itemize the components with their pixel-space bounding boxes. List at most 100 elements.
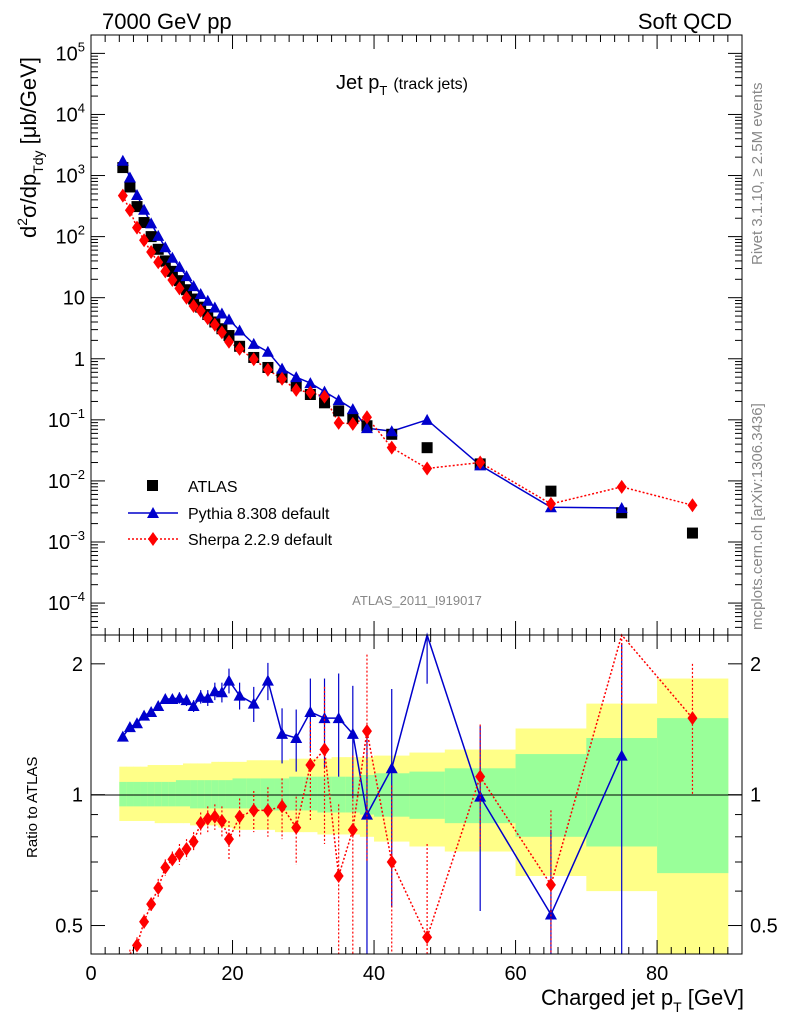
- data-point-square: [181, 284, 193, 296]
- legend-atlas-label: ATLAS: [188, 479, 238, 496]
- ratio-point-diamond: [131, 938, 142, 953]
- data-point-triangle: [180, 270, 193, 282]
- data-point-diamond: [124, 203, 135, 218]
- data-point-triangle: [138, 203, 151, 215]
- data-point-triangle: [166, 251, 179, 263]
- data-point-triangle: [261, 345, 274, 357]
- x-tick-label: 60: [504, 963, 526, 985]
- uncertainty-band-inner: [225, 780, 234, 809]
- data-point-diamond: [319, 389, 330, 404]
- analysis-watermark: ATLAS_2011_I919017: [352, 593, 482, 608]
- data-point-triangle: [159, 241, 172, 253]
- data-point-square: [117, 162, 129, 174]
- data-point-diamond: [616, 479, 627, 494]
- ratio-point-triangle: [152, 699, 165, 711]
- uncertainty-band-inner: [133, 781, 142, 807]
- ratio-y-label: Ratio to ATLAS: [24, 757, 41, 858]
- uncertainty-band-inner: [303, 776, 318, 811]
- uncertainty-band-inner: [211, 780, 219, 809]
- data-point-diamond: [209, 317, 220, 332]
- ratio-series: [116, 632, 698, 955]
- y-axis-label: d2σ/dpTdy [μb/GeV]: [14, 57, 46, 238]
- data-point-triangle: [222, 313, 235, 325]
- y-tick-label: 105: [56, 39, 85, 65]
- ratio-panel: 2 2 1 1 0.5 0.5 0 20 40 60 80 Ratio to ATLAS Charg…: [24, 632, 778, 1015]
- data-point-triangle: [130, 189, 143, 201]
- data-point-diamond: [333, 415, 344, 430]
- uncertainty-band-inner: [147, 781, 156, 807]
- ratio-y-tick-label-right: 2: [750, 654, 761, 676]
- ratio-point-triangle: [290, 732, 303, 744]
- x-tick-label: 20: [221, 963, 243, 985]
- y-tick-label: 10−4: [48, 589, 85, 615]
- data-point-diamond: [216, 325, 227, 340]
- data-point-triangle: [201, 294, 214, 306]
- ratio-y-tick-label-right: 1: [750, 785, 761, 807]
- y-tick-label: 104: [56, 100, 85, 126]
- ratio-point-diamond: [248, 803, 259, 818]
- data-point-triangle: [360, 422, 373, 434]
- ratio-point-triangle: [173, 691, 186, 703]
- ratio-point-triangle: [544, 908, 557, 920]
- ratio-point-triangle: [360, 808, 373, 820]
- legend-atlas-marker: [147, 480, 158, 491]
- ratio-y-tick-label: 2: [72, 654, 83, 676]
- ratio-point-diamond: [223, 832, 234, 847]
- data-point-triangle: [152, 229, 165, 241]
- ratio-point-triangle: [180, 694, 193, 706]
- ratio-point-triangle: [474, 790, 487, 802]
- ratio-y-tick-label: 1: [72, 785, 83, 807]
- data-point-square: [173, 275, 185, 287]
- data-point-triangle: [385, 425, 398, 437]
- data-point-square: [138, 217, 150, 229]
- uncertainty-band-inner: [204, 780, 212, 809]
- ratio-point-diamond: [234, 809, 245, 824]
- legend-sherpa-marker: [148, 532, 158, 546]
- header-left: 7000 GeV pp: [102, 9, 232, 34]
- ratio-point-diamond: [319, 742, 330, 757]
- data-point-diamond: [153, 255, 164, 270]
- data-point-diamond: [248, 352, 259, 367]
- uncertainty-band-inner: [175, 780, 184, 807]
- data-point-square: [333, 405, 345, 417]
- ratio-point-diamond: [277, 799, 288, 814]
- side-label-rivet: Rivet 3.1.10, ≥ 2.5M events: [749, 83, 766, 266]
- ratio-point-diamond: [139, 914, 150, 929]
- uncertainty-band-inner: [232, 778, 248, 809]
- uncertainty-band-inner: [161, 781, 170, 807]
- x-tick-label: 0: [85, 963, 96, 985]
- data-point-diamond: [146, 244, 157, 259]
- data-point-diamond: [167, 272, 178, 287]
- ratio-point-diamond: [153, 880, 164, 895]
- ratio-point-diamond: [160, 860, 171, 875]
- ratio-point-triangle: [123, 721, 136, 733]
- data-point-diamond: [305, 385, 316, 400]
- data-point-triangle: [173, 260, 186, 272]
- data-point-triangle: [123, 171, 136, 183]
- uncertainty-band-inner: [289, 776, 304, 811]
- data-point-diamond: [223, 334, 234, 349]
- ratio-point-diamond: [545, 877, 556, 892]
- ratio-point-diamond: [333, 869, 344, 884]
- data-point-triangle: [208, 301, 221, 313]
- ratio-point-diamond: [167, 852, 178, 867]
- data-point-diamond: [181, 290, 192, 305]
- uncertainty-band-inner: [182, 780, 191, 807]
- data-point-diamond: [291, 382, 302, 397]
- panel-title: Jet pT (track jets): [336, 72, 468, 98]
- data-point-triangle: [615, 502, 628, 514]
- ratio-point-triangle: [187, 699, 200, 711]
- uncertainty-band-inner: [154, 781, 163, 807]
- data-point-triangle: [233, 324, 246, 336]
- uncertainty-band-inner: [119, 781, 127, 807]
- data-point-diamond: [347, 416, 358, 431]
- y-tick-label: 10−2: [48, 467, 85, 493]
- data-point-triangle: [304, 377, 317, 389]
- uncertainty-band-inner: [126, 781, 134, 807]
- data-point-triangle: [145, 217, 158, 229]
- uncertainty-band-inner: [190, 780, 198, 809]
- ratio-axis-ticks: 2 2 1 1 0.5 0.5 0 20 40 60 80: [55, 635, 778, 985]
- legend: ATLAS Pythia 8.308 default Sherpa 2.2.9 …: [128, 479, 333, 549]
- data-point-diamond: [361, 410, 372, 425]
